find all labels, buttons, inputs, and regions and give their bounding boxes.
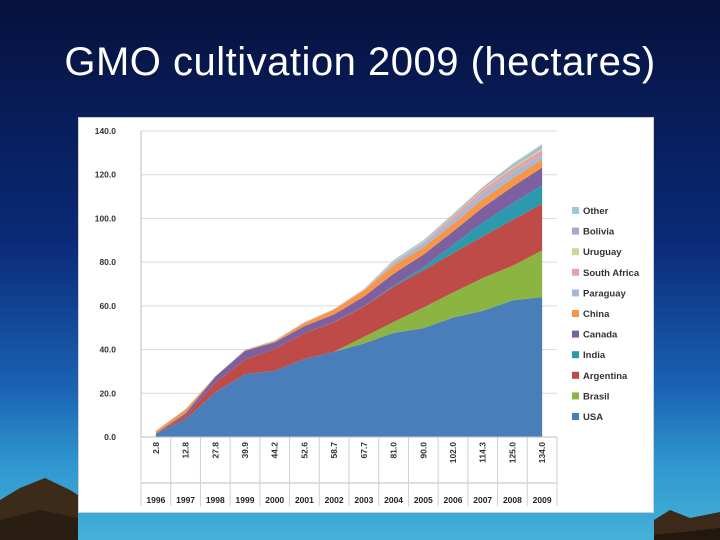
- y-tick-label: 80.0: [99, 257, 116, 267]
- total-label: 12.8: [181, 442, 191, 459]
- total-label: 52.6: [299, 442, 309, 459]
- legend-label: Brasil: [583, 391, 609, 402]
- y-tick-label: 120.0: [95, 170, 117, 180]
- legend-label: China: [583, 309, 610, 320]
- x-tick-label: 2006: [444, 495, 463, 505]
- legend-swatch: [572, 248, 579, 256]
- legend-label: USA: [583, 412, 603, 423]
- area-india: [155, 185, 543, 434]
- area-paraguay: [155, 154, 543, 431]
- legend-swatch: [572, 227, 579, 235]
- legend-label: Other: [583, 206, 609, 217]
- legend-swatch: [572, 330, 579, 338]
- legend-label: India: [583, 350, 606, 361]
- chart-panel: 0.0 20.0 40.0 60.0 80.0 100.0 120.0 140.0 2.8 12.…: [78, 117, 654, 513]
- x-tick-label: 2001: [295, 495, 314, 505]
- legend-swatch: [572, 392, 579, 400]
- area-china: [155, 159, 543, 434]
- area-canada: [155, 167, 543, 434]
- area-usa: [155, 297, 543, 437]
- legend-swatch: [572, 371, 579, 379]
- legend-swatch: [572, 289, 579, 297]
- x-tick-label: 1999: [236, 495, 255, 505]
- legend-label: Paraguay: [583, 288, 626, 299]
- x-tick-label: 2005: [414, 495, 433, 505]
- legend-label: South Africa: [583, 268, 640, 279]
- mountain-silhouette: [0, 478, 720, 540]
- y-tick-label: 0.0: [104, 432, 116, 442]
- legend-swatch: [572, 351, 579, 359]
- y-tick-label: 60.0: [99, 301, 116, 311]
- legend-swatch: [572, 207, 579, 214]
- total-label: 134.0: [537, 442, 547, 464]
- y-tick-label: 20.0: [99, 388, 116, 398]
- total-label: 27.8: [210, 442, 220, 459]
- total-label: 44.2: [270, 442, 280, 459]
- x-tick-label: 2003: [354, 495, 373, 505]
- x-tick-label: 1997: [176, 495, 195, 505]
- legend-swatch: [572, 413, 579, 420]
- total-label: 2.8: [151, 442, 161, 454]
- total-label: 114.3: [478, 442, 488, 463]
- area-south-africa: [155, 150, 543, 431]
- total-label: 125.0: [507, 442, 517, 464]
- total-label: 39.9: [240, 442, 250, 459]
- total-label: 67.7: [359, 442, 369, 459]
- legend-label: Bolivia: [583, 227, 615, 238]
- total-label: 90.0: [418, 442, 428, 459]
- x-tick-label: 2002: [325, 495, 344, 505]
- slide-title: GMO cultivation 2009 (hectares): [64, 40, 656, 84]
- stacked-area-chart: 0.0 20.0 40.0 60.0 80.0 100.0 120.0 140.0 2.8 12.…: [95, 126, 640, 506]
- area-argentina: [155, 203, 543, 434]
- x-tick-label: 2000: [265, 495, 284, 505]
- x-tick-label: 2008: [503, 495, 522, 505]
- x-tick-label: 1996: [146, 495, 165, 505]
- legend-swatch: [572, 268, 579, 276]
- y-tick-label: 40.0: [99, 345, 116, 355]
- y-tick-label: 140.0: [95, 126, 117, 136]
- legend-label: Argentina: [583, 371, 628, 382]
- x-tick-label: 1998: [206, 495, 225, 505]
- x-tick-label: 2009: [533, 495, 552, 505]
- total-label: 81.0: [389, 442, 399, 459]
- total-label: 58.7: [329, 442, 339, 459]
- legend-swatch: [572, 310, 579, 317]
- x-tick-label: 2004: [384, 495, 403, 505]
- x-tick-label: 2007: [473, 495, 492, 505]
- legend-label: Canada: [583, 330, 618, 341]
- legend-label: Uruguay: [583, 247, 622, 258]
- y-tick-label: 100.0: [95, 213, 117, 223]
- total-label: 102.0: [448, 442, 458, 464]
